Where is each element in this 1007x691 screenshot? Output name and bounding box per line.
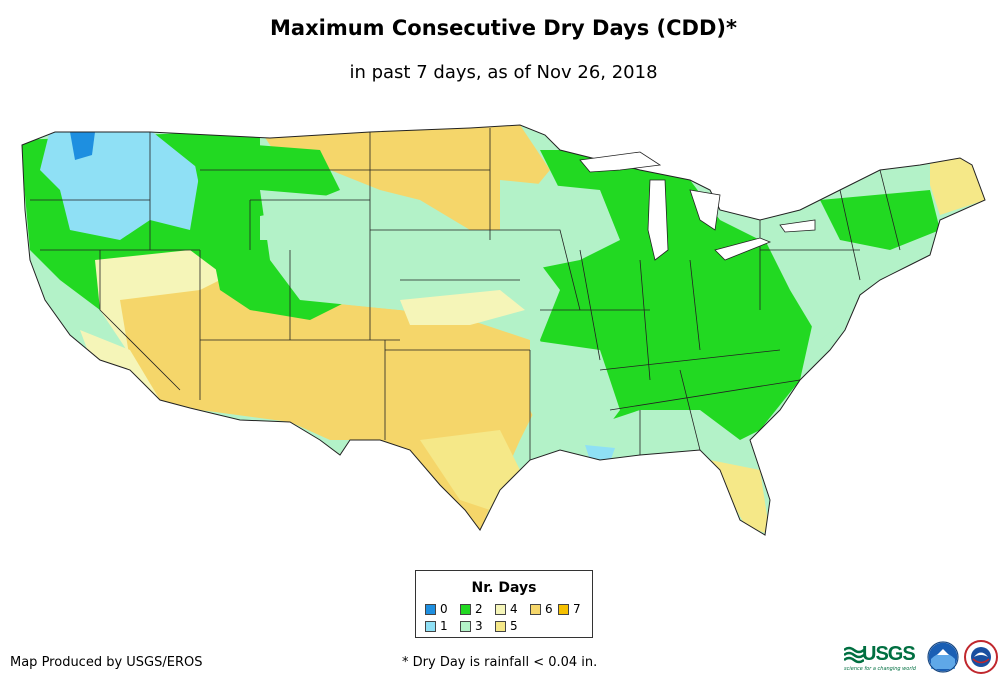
map-subtitle: in past 7 days, as of Nov 26, 2018 — [349, 62, 658, 83]
legend-swatch — [425, 604, 436, 615]
region-wa-0day — [70, 132, 95, 160]
noaa-logo-icon — [927, 641, 959, 673]
lake-erie — [714, 237, 772, 261]
map-credit: Map Produced by USGS/EROS — [10, 655, 203, 670]
legend-item-6: 6 — [530, 602, 553, 616]
usgs-logo-text: USGS — [862, 643, 916, 665]
dry-day-footnote: * Dry Day is rainfall < 0.04 in. — [402, 655, 598, 670]
region-mississippi-3day — [530, 340, 620, 450]
legend-swatch — [495, 604, 506, 615]
legend-swatch — [558, 604, 569, 615]
region-texas-5day — [420, 430, 520, 510]
map-regions — [22, 125, 985, 535]
us-dry-days-map — [21, 124, 986, 536]
agency-logos: USGS science for a changing world — [842, 638, 1002, 678]
lake-huron — [689, 189, 721, 231]
lake-ontario — [779, 219, 816, 233]
legend-swatch — [530, 604, 541, 615]
lake-michigan — [647, 179, 669, 261]
map-title: Maximum Consecutive Dry Days (CDD)* — [270, 16, 737, 40]
legend-item-7: 7 — [558, 602, 581, 616]
legend-swatch — [460, 621, 471, 632]
lake-superior — [579, 151, 662, 173]
legend-title: Nr. Days — [471, 580, 537, 596]
region-maine-5day — [930, 155, 985, 215]
usgs-tagline: science for a changing world — [844, 666, 916, 672]
usgs-logo-icon — [844, 646, 864, 664]
legend-item-2: 2 — [460, 602, 483, 616]
state-boundaries — [21, 124, 986, 536]
legend: Nr. Days 0 1 2 3 4 5 6 7 — [415, 570, 593, 638]
legend-item-1: 1 — [425, 619, 448, 633]
legend-swatch — [425, 621, 436, 632]
nws-logo-icon — [964, 640, 998, 674]
region-kansas-4day — [400, 290, 525, 325]
legend-item-0: 0 — [425, 602, 448, 616]
region-florida-5day — [710, 460, 770, 535]
region-southwest-6day — [120, 270, 540, 530]
legend-swatch — [495, 621, 506, 632]
legend-item-3: 3 — [460, 619, 483, 633]
legend-swatch — [460, 604, 471, 615]
region-upper-midwest-3day — [500, 180, 620, 270]
legend-item-4: 4 — [495, 602, 518, 616]
legend-item-5: 5 — [495, 619, 518, 633]
region-northplains-6day — [260, 125, 550, 230]
great-lakes — [579, 151, 816, 261]
